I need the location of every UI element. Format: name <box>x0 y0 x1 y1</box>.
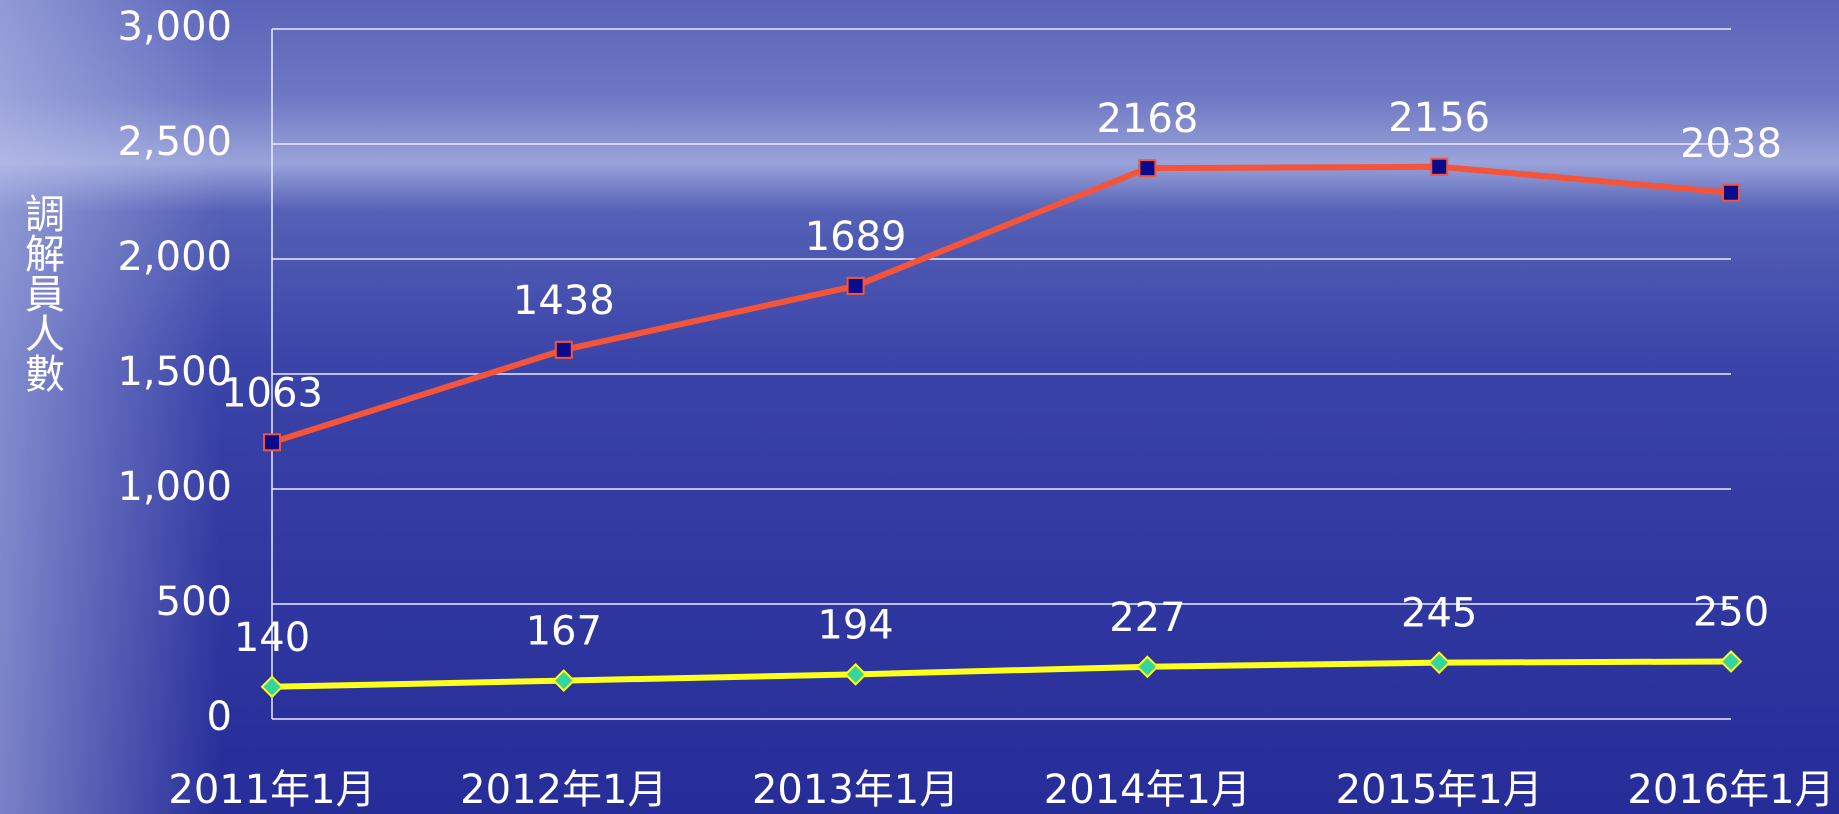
data-label: 140 <box>234 615 310 661</box>
y-tick-label: 1,000 <box>117 464 232 510</box>
y-tick-label: 500 <box>156 579 232 625</box>
y-tick-label: 0 <box>207 694 232 740</box>
x-tick-label: 2012年1月 <box>460 767 667 813</box>
x-tick-label: 2015年1月 <box>1336 767 1543 813</box>
data-label: 167 <box>526 609 602 655</box>
data-label: 194 <box>817 602 893 648</box>
y-tick-label: 1,500 <box>117 349 232 395</box>
data-label: 2168 <box>1097 96 1199 142</box>
marker <box>1138 159 1157 178</box>
data-label: 250 <box>1693 590 1769 636</box>
data-label: 1438 <box>513 278 615 324</box>
x-tick-label: 2013年1月 <box>752 767 959 813</box>
x-tick-label: 2011年1月 <box>168 767 375 813</box>
line-series <box>271 658 1732 690</box>
marker <box>260 675 284 699</box>
data-label: 1063 <box>221 370 323 416</box>
x-tick-label: 2014年1月 <box>1044 767 1251 813</box>
marker <box>846 276 865 295</box>
data-label: 245 <box>1401 591 1477 637</box>
marker <box>263 433 281 452</box>
marker <box>1430 157 1449 176</box>
marker <box>844 662 868 686</box>
y-axis-title: 調解員人數 <box>18 193 64 393</box>
line-series <box>271 163 1732 446</box>
marker <box>554 340 573 359</box>
marker <box>552 669 576 693</box>
marker <box>1719 650 1743 673</box>
y-tick-label: 3,000 <box>117 4 232 50</box>
x-tick-label: 2016年1月 <box>1627 767 1834 813</box>
data-label: 2038 <box>1680 121 1782 167</box>
data-label: 227 <box>1109 595 1185 641</box>
y-tick-label: 2,500 <box>117 119 232 165</box>
data-label: 1689 <box>805 214 907 260</box>
marker <box>1135 655 1159 679</box>
data-label: 2156 <box>1388 95 1490 141</box>
marker <box>1427 651 1451 675</box>
marker <box>1722 183 1740 202</box>
y-tick-label: 2,000 <box>117 234 232 280</box>
